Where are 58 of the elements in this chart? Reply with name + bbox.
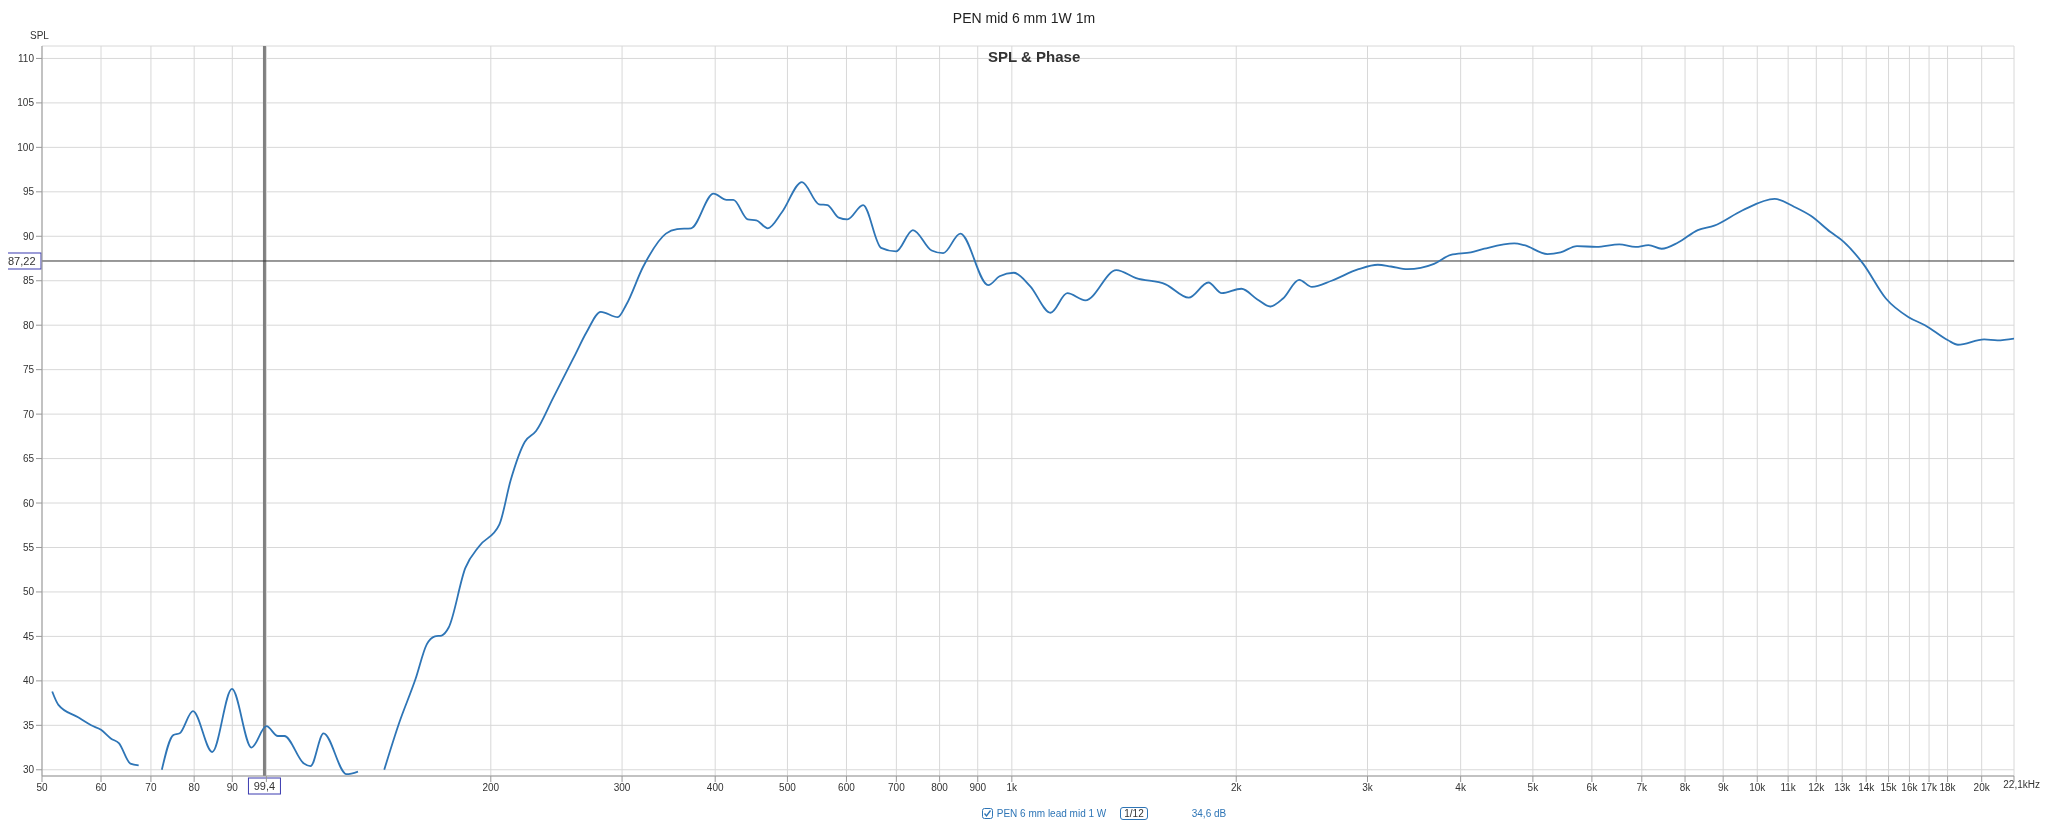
y-tick-label: 110 bbox=[18, 53, 35, 64]
x-tick-label: 50 bbox=[36, 782, 48, 794]
x-tick-label: 70 bbox=[145, 782, 157, 794]
x-tick-label: 90 bbox=[226, 782, 239, 794]
x-tick-label: 17k bbox=[1921, 782, 1939, 794]
y-tick-label: 30 bbox=[22, 764, 35, 776]
y-axis-title: SPL bbox=[30, 30, 49, 41]
x-tick-label: 900 bbox=[969, 782, 987, 794]
x-tick-label: 500 bbox=[779, 782, 797, 794]
y-tick-label: 35 bbox=[22, 719, 35, 731]
x-tick-label: 7k bbox=[1636, 782, 1649, 794]
x-tick-label: 800 bbox=[931, 782, 949, 794]
y-tick-label: 45 bbox=[22, 630, 35, 642]
y-tick-label: 95 bbox=[22, 186, 35, 198]
x-tick-label: 10k bbox=[1749, 782, 1767, 794]
y-tick-label: 105 bbox=[17, 97, 35, 109]
legend-label: PEN 6 mm lead mid 1 W bbox=[996, 807, 1107, 819]
x-tick-label: 3k bbox=[1362, 782, 1374, 794]
y-tick-label: 70 bbox=[22, 408, 35, 420]
x-tick-label: 400 bbox=[706, 782, 724, 794]
x-tick-label: 9k bbox=[1717, 782, 1730, 794]
y-tick-label: 50 bbox=[22, 586, 35, 598]
x-tick-label: 20k bbox=[1973, 782, 1991, 794]
y-tick-label: 55 bbox=[22, 542, 35, 554]
x-tick-label: 4k bbox=[1455, 782, 1467, 794]
x-tick-label: 13k bbox=[1834, 782, 1852, 794]
x-tick-label: 300 bbox=[613, 782, 631, 794]
y-tick-label: 100 bbox=[17, 141, 35, 153]
x-tick-label: 700 bbox=[888, 782, 906, 794]
chart-title: PEN mid 6 mm 1W 1m bbox=[952, 10, 1096, 26]
x-tick-label: 8k bbox=[1679, 782, 1692, 794]
x-tick-label: 60 bbox=[95, 782, 108, 794]
x-tick-label: 5k bbox=[1527, 782, 1540, 794]
x-tick-label: 6k bbox=[1586, 782, 1599, 794]
y-tick-label: 90 bbox=[22, 230, 35, 242]
x-tick-label: 12k bbox=[1808, 782, 1826, 794]
x-tick-label: 1k bbox=[1006, 782, 1019, 794]
x-axis-title: 22,1kHz bbox=[2003, 779, 2040, 790]
text: 1/12 bbox=[1120, 806, 1148, 820]
y-tick-label: 60 bbox=[22, 497, 35, 509]
x-tick-label: 80 bbox=[188, 782, 201, 794]
y-tick-label: 65 bbox=[22, 453, 35, 465]
text: 34,6 dB bbox=[1191, 807, 1227, 819]
annotation: SPL & Phase bbox=[988, 48, 1081, 65]
y-tick-label: 75 bbox=[22, 364, 35, 376]
ref-line-label: 99,4 bbox=[253, 780, 276, 792]
y-tick-label: 80 bbox=[22, 319, 35, 331]
ref-line-label: 87,22 bbox=[7, 255, 36, 267]
x-tick-label: 600 bbox=[838, 782, 856, 794]
y-tick-label: 40 bbox=[22, 675, 35, 687]
y-tick-label: 85 bbox=[22, 275, 35, 287]
x-tick-label: 18k bbox=[1939, 782, 1957, 794]
x-tick-label: 200 bbox=[482, 782, 500, 794]
x-tick-label: 15k bbox=[1880, 782, 1898, 794]
x-tick-label: 11k bbox=[1780, 782, 1797, 794]
x-tick-label: 2k bbox=[1230, 782, 1243, 794]
x-tick-label: 16k bbox=[1901, 782, 1919, 794]
x-tick-label: 14k bbox=[1858, 782, 1876, 794]
